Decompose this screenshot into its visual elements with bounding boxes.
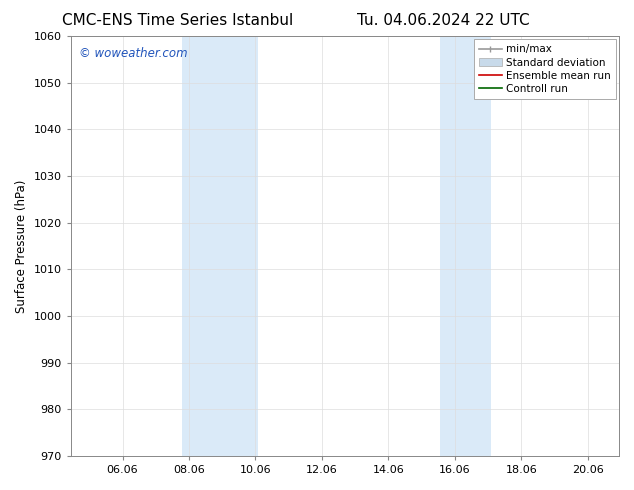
Text: CMC-ENS Time Series Istanbul: CMC-ENS Time Series Istanbul: [62, 13, 293, 28]
Bar: [182, 36, 259, 456]
Text: Tu. 04.06.2024 22 UTC: Tu. 04.06.2024 22 UTC: [358, 13, 530, 28]
Bar: [439, 36, 491, 456]
Legend: min/max, Standard deviation, Ensemble mean run, Controll run: min/max, Standard deviation, Ensemble me…: [474, 39, 616, 99]
Text: © woweather.com: © woweather.com: [79, 47, 188, 60]
Y-axis label: Surface Pressure (hPa): Surface Pressure (hPa): [15, 179, 28, 313]
